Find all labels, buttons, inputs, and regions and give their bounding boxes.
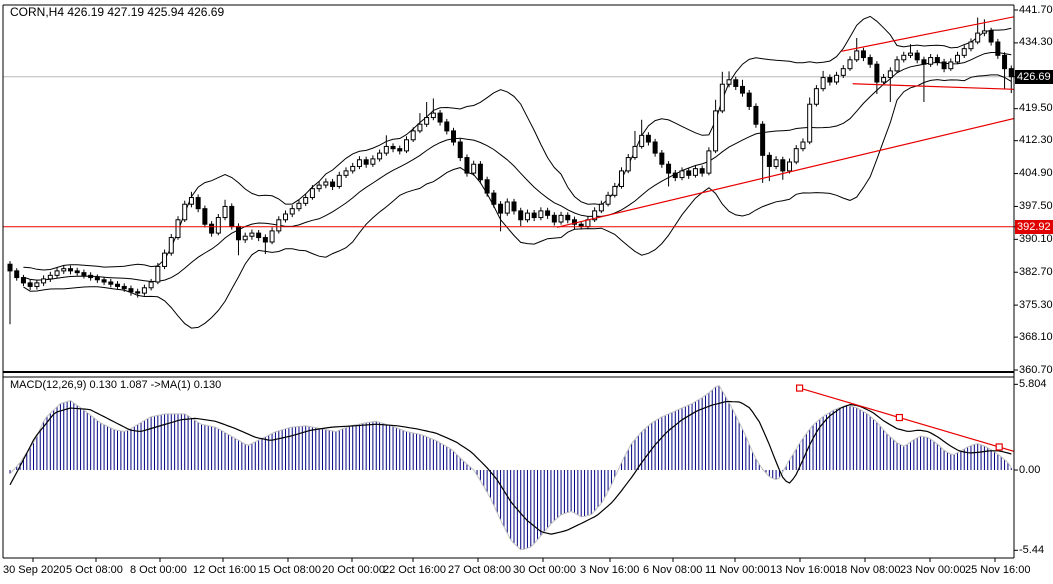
time-axis-label: 30 Oct 00:00 [513, 564, 576, 576]
time-axis-label: 27 Oct 08:00 [448, 564, 511, 576]
price-panel [3, 15, 1022, 329]
hline-price-tag: 392.92 [1015, 219, 1053, 234]
upper-channel-trendline[interactable] [841, 15, 1021, 52]
trendline-handle[interactable] [895, 413, 903, 422]
price-axis-label: 404.90 [1019, 167, 1053, 180]
time-axis-label: 6 Nov 08:00 [643, 564, 703, 576]
price-axis-label: 434.30 [1019, 36, 1053, 49]
price-axis-label: 419.50 [1019, 102, 1053, 115]
time-axis-label: 11 Nov 00:00 [705, 564, 770, 576]
price-axis-label: 390.10 [1019, 232, 1053, 245]
price-axis-label: 360.70 [1019, 363, 1053, 376]
time-axis-label: 13 Nov 16:00 [770, 564, 836, 576]
macd-trendline[interactable] [799, 387, 1022, 454]
trendline-handle[interactable] [795, 384, 804, 392]
price-axis-label: 375.30 [1019, 298, 1053, 311]
macd-axis-label: -5.44 [1019, 543, 1045, 556]
time-axis-label: 15 Oct 08:00 [258, 564, 321, 576]
macd-histogram [9, 385, 1012, 550]
trendline-handle[interactable] [995, 443, 1003, 451]
lower-channel-trendline[interactable] [852, 83, 1022, 90]
chart-title: CORN,H4 426.19 427.19 425.94 426.69 [10, 5, 225, 19]
time-axis-label: 5 Oct 08:00 [66, 564, 123, 576]
time-axis-label: 12 Oct 16:00 [193, 564, 256, 576]
current-price-tag: 426.69 [1015, 69, 1053, 84]
price-axis-label: 397.50 [1019, 199, 1053, 212]
time-axis-label: 25 Nov 16:00 [965, 564, 1031, 576]
line-objects[interactable] [3, 15, 1022, 228]
rising-support-trendline[interactable] [556, 117, 1018, 228]
time-axis-label: 3 Nov 16:00 [580, 564, 640, 576]
time-axis-label: 22 Oct 16:00 [383, 564, 446, 576]
time-axis-label: 20 Oct 00:00 [322, 564, 385, 576]
price-axis-label: 412.30 [1019, 134, 1053, 147]
macd-axis-label: 5.804 [1019, 377, 1047, 390]
bollinger-bands [23, 15, 1012, 329]
candles [7, 17, 1014, 325]
macd-axis-label: 0.00 [1019, 463, 1041, 476]
macd-indicator-label: MACD(12,26,9) 0.130 1.087 ->MA(1) 0.130 [10, 379, 222, 391]
time-axis-label: 30 Sep 2020 [3, 564, 66, 576]
macd-panel [9, 384, 1022, 551]
price-axis-label: 382.70 [1019, 265, 1053, 278]
chart-frame [2, 4, 1018, 562]
time-axis-label: 18 Nov 08:00 [835, 564, 901, 576]
time-axis-label: 23 Nov 00:00 [900, 564, 966, 576]
price-axis-label: 368.10 [1019, 330, 1053, 343]
price-axis-label: 441.70 [1019, 3, 1053, 16]
time-axis-label: 8 Oct 00:00 [130, 564, 187, 576]
